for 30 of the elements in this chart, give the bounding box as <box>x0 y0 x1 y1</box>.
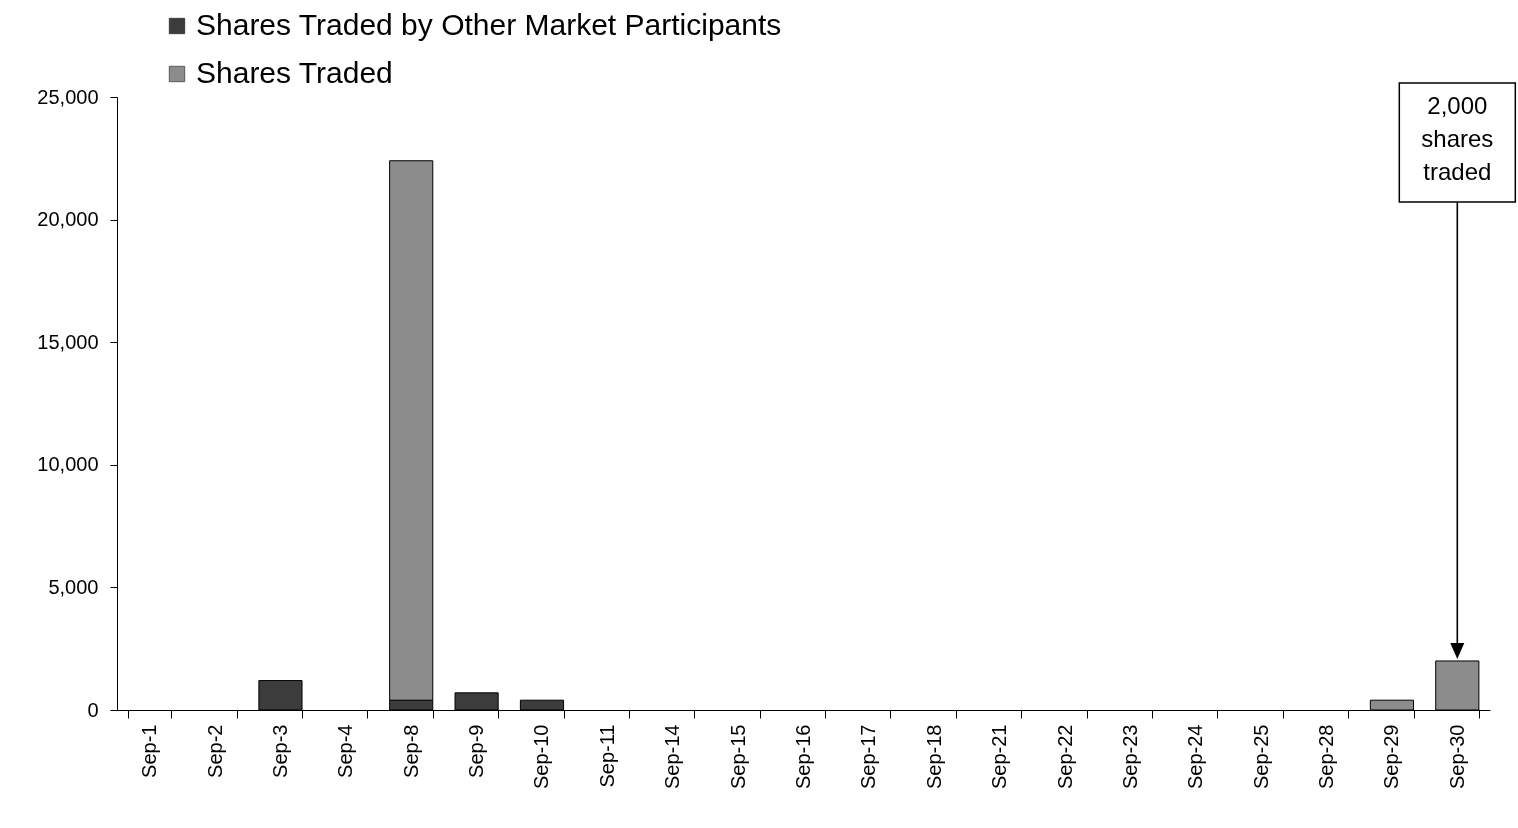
x-tick-label: Sep-9 <box>465 724 488 778</box>
y-tick-label: 10,000 <box>37 453 99 476</box>
x-tick-label: Sep-18 <box>922 724 945 789</box>
x-tick-label: Sep-21 <box>988 724 1011 789</box>
x-tick-label: Sep-24 <box>1184 724 1207 789</box>
y-tick-label: 5,000 <box>48 575 99 598</box>
x-tick-label: Sep-28 <box>1315 724 1338 789</box>
x-tick-label: Sep-16 <box>792 724 814 789</box>
x-tick-label: Sep-4 <box>334 724 357 778</box>
legend-label: Shares Traded by Other Market Participants <box>196 8 782 41</box>
x-tick-label: Sep-8 <box>399 724 422 778</box>
x-tick-label: Sep-1 <box>138 724 161 778</box>
x-tick-label: Sep-30 <box>1445 724 1468 789</box>
y-tick-label: 20,000 <box>37 208 99 231</box>
x-tick-label: Sep-17 <box>857 724 880 789</box>
x-tick-label: Sep-29 <box>1380 724 1403 789</box>
x-tick-label: Sep-11 <box>595 724 618 788</box>
y-tick-label: 0 <box>87 698 99 721</box>
x-tick-label: Sep-3 <box>268 724 291 778</box>
x-tick-label: Sep-23 <box>1118 724 1141 789</box>
x-tick-label: Sep-15 <box>726 724 749 789</box>
legend-label: Shares Traded <box>196 56 393 89</box>
y-tick-label: 25,000 <box>37 85 99 108</box>
x-tick-label: Sep-22 <box>1053 724 1076 789</box>
x-tick-label: Sep-25 <box>1249 724 1272 789</box>
x-tick-label: Sep-10 <box>530 724 553 789</box>
annotation: 2,000 shares traded <box>1421 92 1494 185</box>
y-tick-label: 15,000 <box>37 330 99 353</box>
x-tick-label: Sep-2 <box>203 724 226 778</box>
x-tick-label: Sep-14 <box>661 724 684 789</box>
